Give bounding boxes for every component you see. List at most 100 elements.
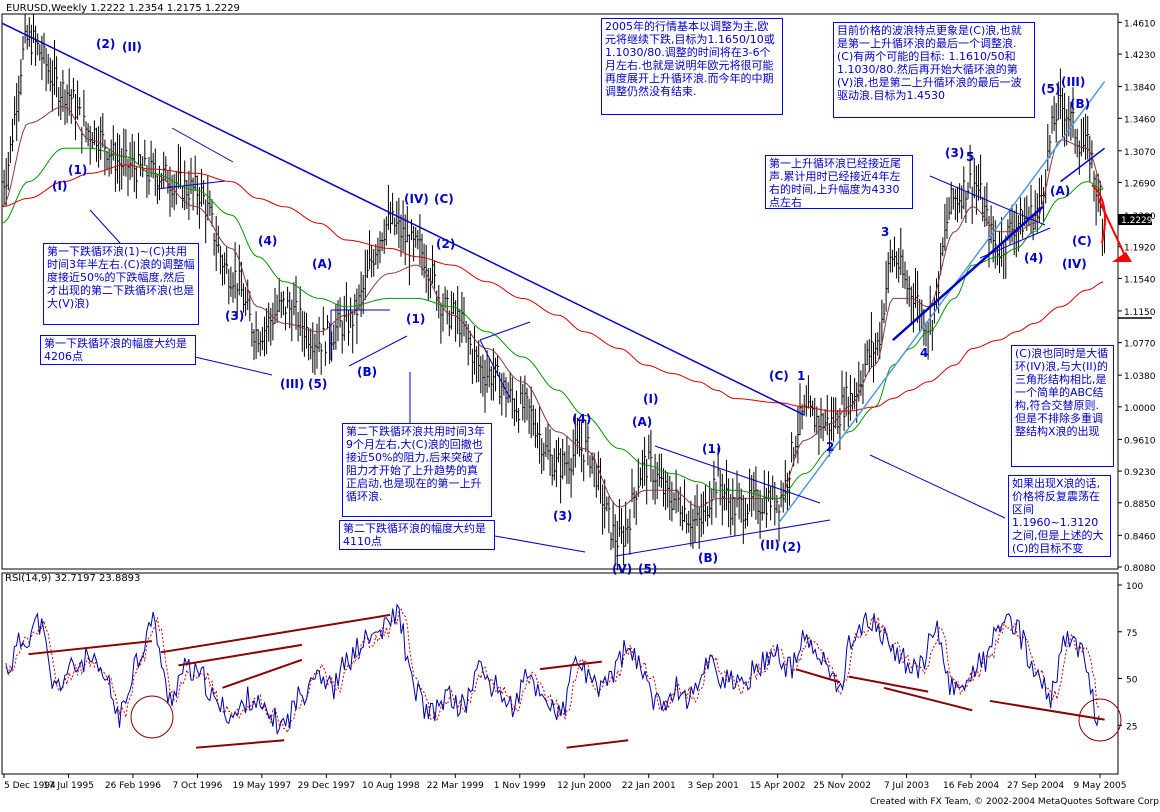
wave-label: (1) — [702, 442, 721, 456]
rsi-divergence-line — [539, 660, 602, 671]
channel-line — [929, 175, 1046, 226]
rsi-line — [5, 603, 1100, 735]
rsi-name: RSI(14,9) — [5, 573, 52, 584]
note-first-down-cycle: 第一下跌循环浪(1)~(C)共用时间3年半左右.(C)浪的调整幅度接近50%的下… — [43, 243, 199, 325]
y-tick-label: 0.8850 — [1124, 500, 1156, 510]
price-panel: 1.46101.42301.38401.34601.30701.26901.23… — [1, 13, 1156, 576]
channel-line — [479, 339, 511, 399]
wave-label: (3) — [945, 146, 964, 160]
rsi-readout: 32.7197 23.8893 — [54, 573, 141, 584]
wave-label: (4) — [572, 412, 591, 426]
wave-label: (III) — [1061, 75, 1085, 89]
wave-label: (A) — [1050, 184, 1070, 198]
x-tick-label: 26 Feb 1996 — [105, 781, 161, 791]
y-tick-label: 1.1920 — [1124, 244, 1156, 254]
note-first-down-amplitude: 第一下跌循环浪的幅度大约是4206点 — [40, 335, 196, 365]
rsi-highlight-circle — [130, 695, 174, 739]
x-tick-label: 15 Apr 2002 — [750, 781, 806, 791]
rsi-divergence-line — [28, 640, 153, 656]
rsi-divergence-line — [795, 668, 841, 684]
moving-average-mid — [1, 147, 1104, 500]
moving-average-slow — [1, 164, 1104, 412]
note-connector — [89, 209, 121, 244]
wave-label: (II) — [122, 40, 142, 54]
note-second-down-cycle: 第二下跌循环浪共用时间3年9个月左右,大(C)浪的回撤也接近50%的阻力,后来突… — [342, 423, 492, 517]
rsi-divergence-line — [848, 675, 929, 693]
wave-label: (1) — [68, 163, 87, 177]
y-tick-label: 1.4610 — [1124, 19, 1156, 29]
note-wave-c-targets: 目前价格的波浪特点更象是(C)浪,也就是第一上升循环浪的最后一个调整浪.(C)有… — [833, 22, 1035, 118]
wave-label: (1) — [406, 312, 425, 326]
y-tick-label: 1.0380 — [1124, 372, 1156, 382]
wave-label: (I) — [643, 392, 658, 406]
footer-credit: Created with FX Team, © 2002-2004 MetaQu… — [870, 797, 1160, 807]
symbol-title: EURUSD,Weekly 1.2222 1.2354 1.2175 1.222… — [6, 3, 240, 14]
current-price-label: 1.2229 — [1121, 216, 1153, 226]
x-tick-label: 27 Sep 2004 — [1007, 781, 1064, 791]
price-bars — [1, 13, 1106, 571]
note-2005-outlook: 2005年的行情基本以调整为主,欧元将继续下跌,目标为1.1650/10或1.1… — [601, 18, 783, 115]
note-first-up-cycle: 第一上升循环浪已经接近尾声.累计用时已经接近4年左右的时间,上升幅度为4330点… — [765, 155, 913, 209]
note-wave-c-structure: (C)浪也同时是大循环(IV)浪,与大(II)的三角形结构相比,是一个简单的AB… — [1011, 345, 1114, 467]
trendline — [777, 81, 1106, 525]
x-tick-label: 29 Dec 1997 — [298, 781, 356, 791]
x-tick-label: 25 Nov 2002 — [813, 781, 871, 791]
channel-line — [654, 445, 821, 504]
note-connector — [194, 356, 273, 376]
channel-line — [156, 180, 226, 190]
note-x-wave-scenario: 如果出现X浪的话,价格将反复震荡在区间1.1960~1.3120之间,但是上述的… — [1008, 475, 1111, 557]
wave-label: (C) — [434, 192, 454, 206]
wave-label: (I) — [52, 179, 67, 193]
channel-line — [479, 321, 531, 341]
wave-label: 2 — [826, 440, 834, 454]
y-tick-label: 1.3840 — [1124, 84, 1156, 94]
wave-label: (5) — [1041, 82, 1060, 96]
wave-label: 5 — [966, 150, 974, 164]
note-connector — [494, 535, 586, 553]
moving-average-fast — [1, 106, 1104, 508]
x-tick-label: 12 Jun 2000 — [557, 781, 611, 791]
wave-label: (4) — [1024, 251, 1043, 265]
y-tick-label: 0.9610 — [1124, 436, 1156, 446]
y-tick-label: 0.8460 — [1124, 532, 1156, 542]
symbol-name: EURUSD,Weekly — [6, 3, 88, 14]
wave-label: (4) — [258, 234, 277, 248]
rsi-divergence-line — [222, 658, 303, 689]
wave-label: (2) — [96, 37, 115, 51]
y-tick-label: 1.2690 — [1124, 179, 1156, 189]
wave-label: (C) — [769, 369, 789, 383]
y-tick-label: 0.9230 — [1124, 468, 1156, 478]
trendline — [1060, 147, 1106, 183]
wave-label: (A) — [632, 415, 652, 429]
wave-label: 4 — [920, 346, 928, 360]
wave-label: (V) — [612, 562, 632, 576]
trendline — [892, 205, 1044, 342]
x-tick-label: 7 Oct 1996 — [172, 781, 222, 791]
wave-label: (B) — [698, 551, 718, 565]
wave-label: (A) — [312, 257, 332, 271]
channel-line — [348, 335, 408, 367]
wave-label: (IV) — [404, 192, 429, 206]
wave-label: (III) — [280, 377, 304, 391]
x-tick-label: 5 Dec 1994 — [4, 781, 56, 791]
wave-label: 1 — [797, 369, 805, 383]
rsi-highlight-circle — [1078, 698, 1122, 742]
wave-label: 3 — [881, 225, 889, 239]
wave-label: (3) — [553, 509, 572, 523]
channel-line — [979, 227, 1051, 259]
rsi-tick-label: 75 — [1126, 629, 1137, 639]
x-tick-label: 7 Jul 2003 — [884, 781, 929, 791]
wave-label: (3) — [225, 309, 244, 323]
y-tick-label: 1.0770 — [1124, 340, 1156, 350]
wave-label: (B) — [357, 365, 377, 379]
rsi-divergence-line — [989, 699, 1105, 721]
ohlc-readout: 1.2222 1.2354 1.2175 1.2229 — [90, 3, 240, 14]
note-connector — [869, 454, 1006, 519]
y-tick-label: 1.4230 — [1124, 51, 1156, 61]
rsi-tick-label: 25 — [1126, 722, 1137, 732]
x-tick-label: 17 Jul 1995 — [43, 781, 94, 791]
rsi-tick-label: 50 — [1126, 676, 1138, 686]
rsi-title: RSI(14,9) 32.7197 23.8893 — [5, 573, 140, 584]
y-tick-label: 1.1150 — [1124, 308, 1156, 318]
